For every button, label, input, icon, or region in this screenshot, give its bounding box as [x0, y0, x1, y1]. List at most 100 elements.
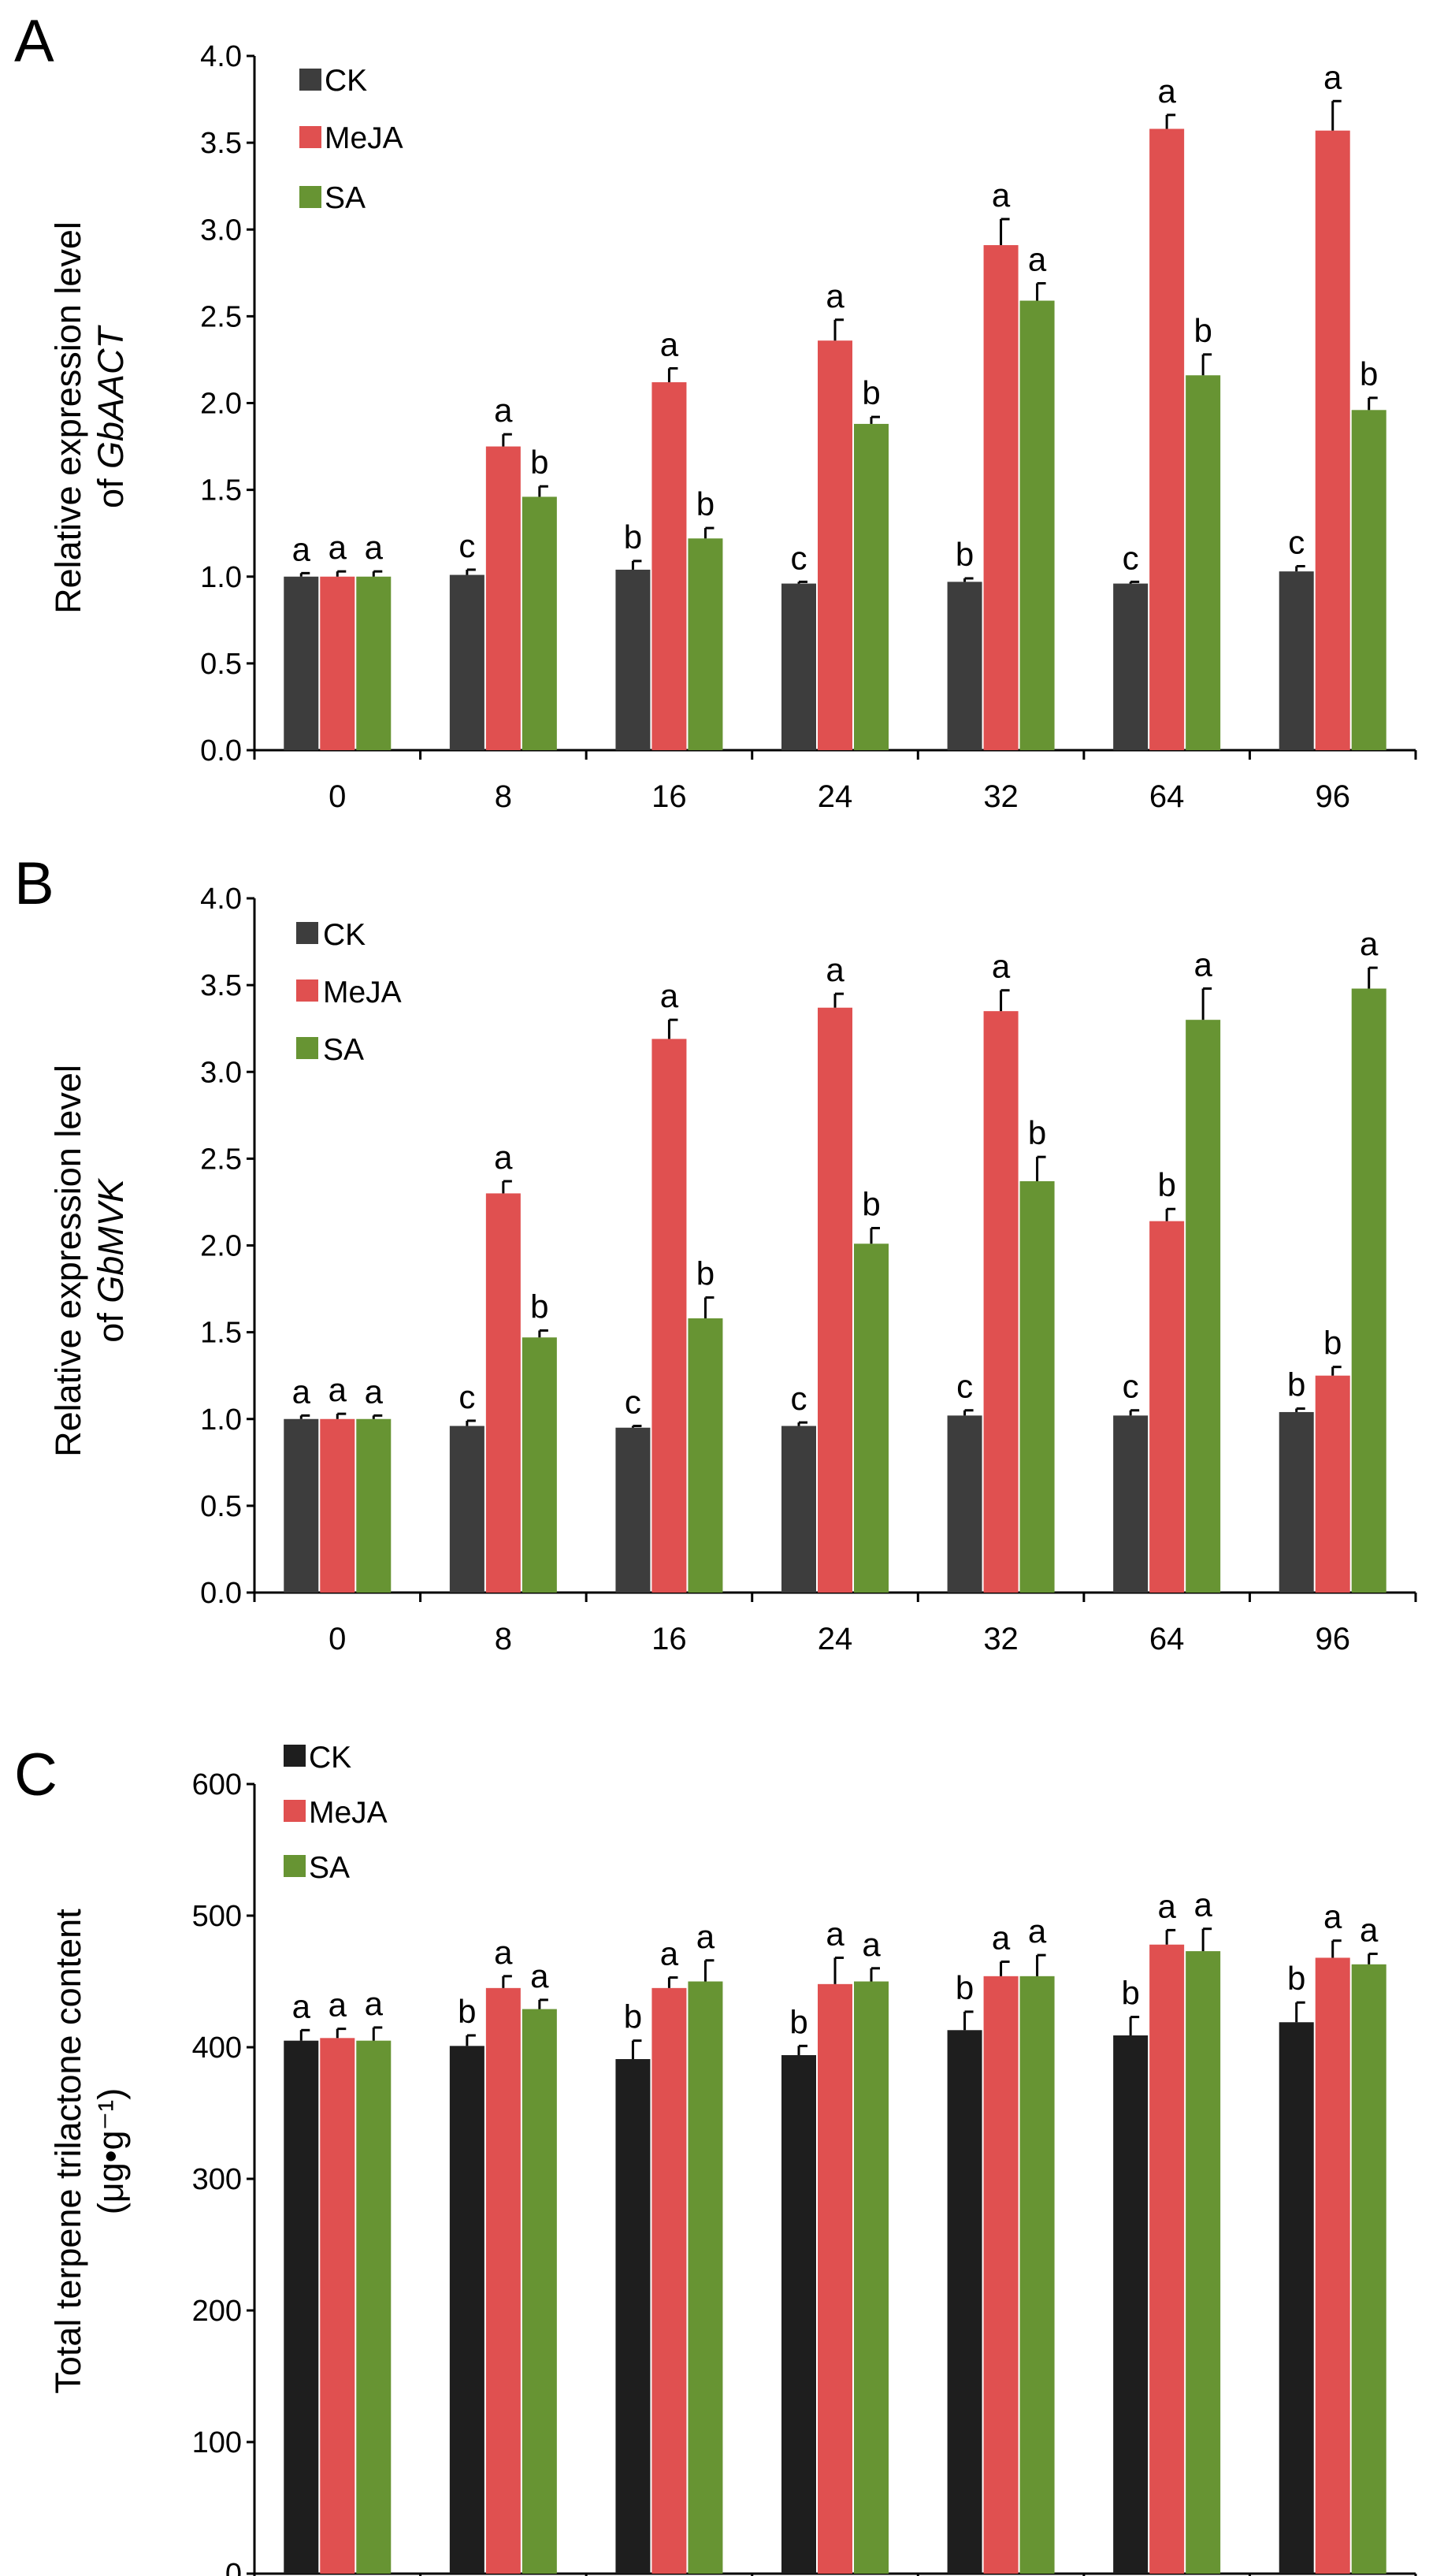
significance-label-meja: a — [329, 1987, 347, 2024]
y-tick-label: 0.0 — [200, 1577, 242, 1610]
y-tick-label: 200 — [192, 2295, 242, 2328]
bar-sa — [1351, 410, 1386, 750]
y-tick-label: 1.0 — [200, 561, 242, 594]
y-tick-label: 100 — [192, 2426, 242, 2459]
significance-label-meja: a — [1323, 1898, 1342, 1935]
bar-ck — [1113, 1415, 1149, 1593]
bar-ck — [449, 574, 484, 750]
legend-label-meja-a: MeJA — [325, 121, 403, 155]
legend-b: CK MeJA SA — [296, 918, 402, 1067]
bar-meja — [983, 245, 1019, 750]
bars-a — [284, 99, 1386, 751]
significance-label-meja: b — [1323, 1325, 1342, 1362]
y-tick-label: 3.0 — [200, 214, 242, 247]
y-axis-title-a-line2: of GbAACT — [91, 324, 131, 508]
significance-label-meja: a — [660, 1935, 679, 1972]
y-tick-label: 3.5 — [200, 969, 242, 1002]
bar-ck — [1113, 583, 1149, 750]
x-tick-label: 16 — [651, 1622, 687, 1656]
x-tick-label: 24 — [818, 779, 853, 814]
significance-label-meja: a — [494, 1139, 513, 1176]
bar-ck — [1279, 571, 1314, 750]
y-axis-title-a-line1: Relative expression level — [48, 221, 88, 614]
significance-label-ck: b — [624, 519, 642, 556]
y-axis-title-b-of: of — [91, 1313, 131, 1343]
x-tick-label: 32 — [983, 1622, 1019, 1656]
bar-ck — [781, 1426, 816, 1593]
x-tick-label: 64 — [1149, 779, 1185, 814]
bar-ck — [947, 1415, 982, 1593]
y-tick-label: 4.0 — [200, 883, 242, 916]
bar-meja — [320, 576, 355, 750]
legend-label-meja-b: MeJA — [323, 976, 402, 1009]
significance-label-ck: c — [1123, 539, 1139, 576]
y-axis-title-b-gene: GbMVK — [91, 1177, 131, 1303]
significance-label-sa: a — [1360, 1911, 1379, 1948]
y-axis-title-b-line2: of GbMVK — [91, 1177, 131, 1343]
significance-label-meja: a — [494, 392, 513, 429]
legend-label-ck-c: CK — [309, 1741, 351, 1775]
bar-ck — [615, 569, 651, 750]
y-tick-labels-a: 0.0 0.5 1.0 1.5 2.0 2.5 3.0 3.5 4.0 — [200, 40, 242, 768]
panel-a: A Relative expression level of GbAACT 0.… — [14, 8, 1417, 814]
significance-label-sa: b — [862, 1185, 880, 1222]
bar-meja — [1149, 1221, 1185, 1593]
y-axis-title-c-line2: (μg•g⁻¹) — [91, 2088, 131, 2214]
legend-label-ck-a: CK — [325, 64, 367, 98]
significance-label-ck: c — [458, 527, 475, 564]
bar-meja — [1315, 1957, 1350, 2574]
legend-swatch-meja-a — [299, 126, 321, 148]
significance-label-sa: a — [1193, 946, 1212, 983]
bar-sa — [1019, 1976, 1055, 2574]
significance-label-meja: a — [826, 277, 844, 314]
bar-ck — [781, 583, 816, 750]
panel-b: B Relative expression level of GbMVK 0.0… — [14, 850, 1417, 1656]
bar-sa — [688, 1318, 723, 1593]
legend-swatch-meja-c — [284, 1800, 306, 1822]
bar-meja — [818, 1983, 852, 2574]
y-tick-label: 2.0 — [200, 1230, 242, 1263]
bar-ck — [615, 2059, 651, 2574]
significance-label-sa: a — [1360, 925, 1379, 962]
y-tick-label: 0.5 — [200, 648, 242, 681]
significance-label-sa: a — [862, 1926, 881, 1963]
bar-meja — [651, 1039, 687, 1593]
bar-sa — [1351, 988, 1386, 1593]
legend-swatch-ck-b — [296, 922, 318, 944]
significance-label-ck: a — [292, 530, 311, 567]
significance-label-sa: a — [1193, 1886, 1212, 1924]
y-tick-label: 300 — [192, 2163, 242, 2196]
bar-sa — [854, 1981, 889, 2574]
x-tick-label: 16 — [651, 779, 687, 814]
axes-a — [247, 54, 1417, 760]
y-axis-title-c: Total terpene trilactone content (μg•g⁻¹… — [48, 1909, 131, 2394]
bar-sa — [688, 538, 723, 750]
legend-label-meja-c: MeJA — [309, 1796, 388, 1830]
bar-ck — [615, 1427, 651, 1593]
x-tick-label: 32 — [983, 779, 1019, 814]
bar-meja — [651, 1987, 687, 2574]
bar-sa — [356, 2040, 392, 2574]
y-axis-title-c-line1: Total terpene trilactone content — [48, 1909, 88, 2394]
significance-label-sa: a — [1028, 241, 1047, 278]
y-tick-label: 2.5 — [200, 300, 242, 333]
x-tick-labels-a: 0 8 16 24 32 64 96 — [329, 779, 1350, 814]
significance-label-ck: b — [789, 2003, 807, 2040]
bar-sa — [522, 1337, 557, 1593]
significance-label-meja: a — [660, 325, 679, 362]
legend-label-ck-b: CK — [323, 918, 366, 952]
bar-meja — [818, 340, 852, 751]
significance-label-ck: b — [624, 1998, 642, 2035]
bar-ck — [1279, 1411, 1314, 1593]
bar-sa — [688, 1981, 723, 2574]
y-tick-label: 0 — [225, 2558, 242, 2576]
bar-sa — [522, 496, 557, 750]
significance-label-sa: b — [1360, 355, 1378, 392]
significance-label-meja: a — [826, 951, 844, 988]
panel-c: C Total terpene trilactone content (μg•g… — [14, 1741, 1417, 2576]
significance-label-meja: a — [992, 948, 1011, 985]
bars-c — [284, 1927, 1386, 2574]
legend-swatch-meja-b — [296, 979, 318, 1002]
significance-label-sa: a — [365, 1985, 384, 2022]
bar-sa — [1019, 300, 1055, 750]
